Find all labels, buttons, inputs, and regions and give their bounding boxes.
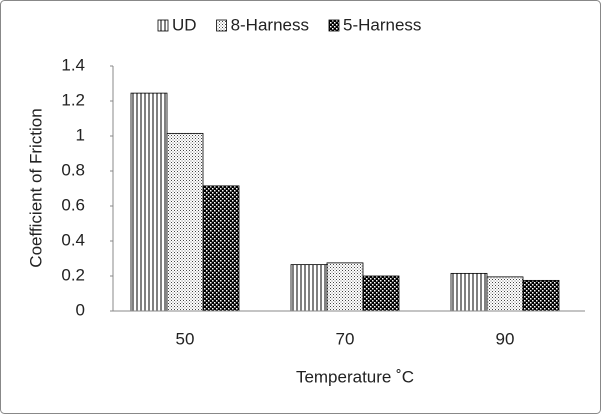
x-axis-title: Temperature ˚C (296, 367, 414, 386)
bar (166, 132, 204, 312)
bar (522, 279, 560, 312)
y-tick-label: 0.4 (61, 230, 85, 249)
y-tick-label: 0 (76, 300, 85, 319)
legend-swatch (216, 19, 227, 32)
bar (326, 262, 364, 312)
y-tick-label: 0.6 (61, 195, 85, 214)
y-tick-label: 1.4 (61, 55, 85, 74)
bar (362, 275, 400, 312)
bar (450, 272, 488, 312)
bar (290, 264, 328, 312)
x-tick-label: 90 (496, 329, 515, 348)
bar (130, 92, 168, 312)
legend-label: 8-Harness (231, 15, 309, 34)
legend-label: 5-Harness (343, 15, 421, 34)
bar (486, 276, 524, 312)
y-tick-label: 0.8 (61, 160, 85, 179)
legend-swatch (328, 19, 340, 32)
y-tick-label: 1 (76, 125, 85, 144)
x-tick-label: 70 (336, 329, 355, 348)
x-tick-label: 50 (176, 329, 195, 348)
y-axis-title: Coefficient of Friction (26, 108, 45, 267)
y-tick-label: 1.2 (61, 90, 85, 109)
y-tick-label: 0.2 (61, 265, 85, 284)
legend-swatch (157, 19, 169, 32)
bar (202, 185, 240, 312)
legend-label: UD (172, 15, 197, 34)
